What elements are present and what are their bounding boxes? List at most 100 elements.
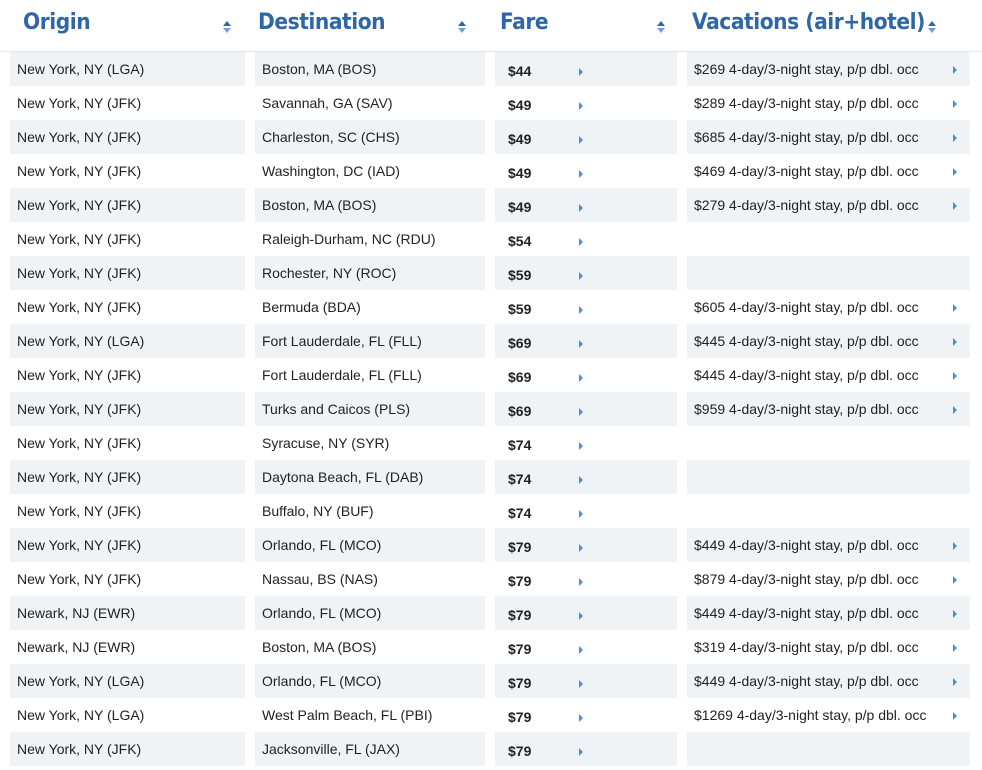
fare-cell[interactable]: $59 [495,290,677,324]
origin-cell: New York, NY (JFK) [10,358,245,392]
arrow-right-icon[interactable] [953,610,957,618]
header-destination[interactable]: Destination [258,10,386,35]
header-fare[interactable]: Fare [500,10,549,35]
arrow-right-icon[interactable] [579,748,583,756]
arrow-right-icon[interactable] [579,510,583,518]
vacation-cell[interactable]: $959 4-day/3-night stay, p/p dbl. occ [687,392,970,426]
arrow-right-icon[interactable] [953,542,957,550]
vacation-cell[interactable]: $685 4-day/3-night stay, p/p dbl. occ [687,120,970,154]
sort-icon[interactable] [223,21,231,33]
fare-cell[interactable]: $74 [495,460,677,494]
fare-cell[interactable]: $49 [495,188,677,222]
arrow-right-icon[interactable] [953,678,957,686]
vacation-cell[interactable]: $279 4-day/3-night stay, p/p dbl. occ [687,188,970,222]
arrow-right-icon[interactable] [579,544,583,552]
arrow-right-icon[interactable] [579,204,583,212]
vacation-cell[interactable]: $449 4-day/3-night stay, p/p dbl. occ [687,596,970,630]
fare-cell[interactable]: $49 [495,120,677,154]
fare-cell[interactable]: $69 [495,392,677,426]
arrow-right-icon[interactable] [579,68,583,76]
arrow-right-icon[interactable] [579,612,583,620]
fare-cell[interactable]: $44 [495,52,677,86]
vacation-cell[interactable]: $445 4-day/3-night stay, p/p dbl. occ [687,324,970,358]
fare-text: $59 [508,301,532,317]
vacation-cell [687,732,970,766]
arrow-right-icon[interactable] [579,578,583,586]
arrow-right-icon[interactable] [953,134,957,142]
arrow-right-icon[interactable] [579,442,583,450]
arrow-right-icon[interactable] [579,680,583,688]
vacation-cell[interactable]: $269 4-day/3-night stay, p/p dbl. occ [687,52,970,86]
fare-cell[interactable]: $49 [495,154,677,188]
arrow-right-icon[interactable] [579,340,583,348]
arrow-right-icon[interactable] [953,66,957,74]
fare-cell[interactable]: $69 [495,358,677,392]
header-vacations[interactable]: Vacations (air+hotel) [692,10,925,35]
fare-cell[interactable]: $49 [495,86,677,120]
arrow-right-icon[interactable] [953,406,957,414]
fare-cell[interactable]: $79 [495,664,677,698]
header-origin[interactable]: Origin [23,10,91,35]
origin-text: New York, NY (LGA) [17,707,145,723]
fare-cell[interactable]: $74 [495,494,677,528]
arrow-right-icon[interactable] [953,372,957,380]
fare-text: $49 [508,165,532,181]
fare-cell[interactable]: $54 [495,222,677,256]
vacation-cell[interactable]: $879 4-day/3-night stay, p/p dbl. occ [687,562,970,596]
table-row: New York, NY (LGA) Orlando, FL (MCO) $79 $4… [0,664,982,698]
vacation-text: $289 4-day/3-night stay, p/p dbl. occ [694,95,919,111]
arrow-right-icon[interactable] [953,168,957,176]
arrow-right-icon[interactable] [579,170,583,178]
fare-cell[interactable]: $69 [495,324,677,358]
table-row: New York, NY (LGA) Fort Lauderdale, FL (F… [0,324,982,358]
arrow-right-icon[interactable] [579,476,583,484]
vacation-cell [687,460,970,494]
fare-text: $49 [508,131,532,147]
fare-text: $59 [508,267,532,283]
vacation-cell[interactable]: $469 4-day/3-night stay, p/p dbl. occ [687,154,970,188]
fare-cell[interactable]: $79 [495,630,677,664]
arrow-right-icon[interactable] [953,100,957,108]
sort-icon[interactable] [458,21,466,33]
vacation-text: $445 4-day/3-night stay, p/p dbl. occ [694,367,919,383]
fare-cell[interactable]: $79 [495,596,677,630]
arrow-right-icon[interactable] [953,576,957,584]
sort-icon[interactable] [928,21,936,33]
arrow-right-icon[interactable] [953,304,957,312]
fare-text: $69 [508,335,532,351]
arrow-right-icon[interactable] [579,272,583,280]
arrow-right-icon[interactable] [953,712,957,720]
vacation-cell[interactable]: $319 4-day/3-night stay, p/p dbl. occ [687,630,970,664]
origin-text: New York, NY (JFK) [17,95,142,111]
table-row: New York, NY (JFK) Boston, MA (BOS) $49 $27… [0,188,982,222]
vacation-cell[interactable]: $449 4-day/3-night stay, p/p dbl. occ [687,664,970,698]
arrow-right-icon[interactable] [579,646,583,654]
vacation-cell[interactable]: $449 4-day/3-night stay, p/p dbl. occ [687,528,970,562]
arrow-right-icon[interactable] [579,102,583,110]
fare-cell[interactable]: $79 [495,562,677,596]
fare-cell[interactable]: $79 [495,732,677,766]
vacation-cell[interactable]: $289 4-day/3-night stay, p/p dbl. occ [687,86,970,120]
fare-cell[interactable]: $79 [495,528,677,562]
origin-text: New York, NY (JFK) [17,503,142,519]
fare-cell[interactable]: $79 [495,698,677,732]
arrow-right-icon[interactable] [953,202,957,210]
arrow-right-icon[interactable] [579,238,583,246]
arrow-right-icon[interactable] [579,136,583,144]
fare-cell[interactable]: $59 [495,256,677,290]
arrow-right-icon[interactable] [579,374,583,382]
fare-text: $74 [508,471,532,487]
sort-icon[interactable] [657,21,665,33]
fare-cell[interactable]: $74 [495,426,677,460]
vacation-text: $469 4-day/3-night stay, p/p dbl. occ [694,163,919,179]
arrow-right-icon[interactable] [579,408,583,416]
vacation-cell[interactable]: $605 4-day/3-night stay, p/p dbl. occ [687,290,970,324]
vacation-text: $685 4-day/3-night stay, p/p dbl. occ [694,129,919,145]
vacation-cell[interactable]: $1269 4-day/3-night stay, p/p dbl. occ [687,698,970,732]
vacation-cell[interactable]: $445 4-day/3-night stay, p/p dbl. occ [687,358,970,392]
origin-cell: New York, NY (JFK) [10,460,245,494]
arrow-right-icon[interactable] [953,338,957,346]
arrow-right-icon[interactable] [579,306,583,314]
arrow-right-icon[interactable] [579,714,583,722]
arrow-right-icon[interactable] [953,644,957,652]
